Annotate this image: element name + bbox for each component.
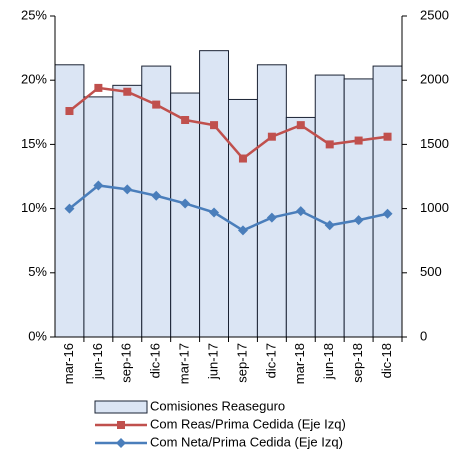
bar [372,65,403,338]
legend-label: Com Neta/Prima Cedida (Eje Izq) [150,434,343,449]
bar [199,50,229,338]
marker [209,207,220,218]
bar [285,116,316,338]
marker [325,140,334,149]
marker [180,198,191,209]
line [68,86,388,161]
y2-tick-label: 500 [420,264,442,279]
y2-tick-label: 1000 [420,200,449,215]
marker [354,136,363,145]
marker [353,215,364,226]
y2-tick-label: 2500 [420,7,449,22]
x-tick-label: jun-18 [321,343,336,380]
x-tick-label: jun-16 [90,343,105,380]
bar [228,98,258,338]
bar [141,65,172,338]
legend-swatch [94,400,148,414]
marker [383,132,392,141]
y-tick-label: 25% [21,7,47,22]
bar [170,92,201,338]
legend-label: Comisiones Reaseguro [150,398,285,413]
marker [296,121,305,130]
marker [122,184,133,195]
marker [65,107,74,116]
marker [116,438,126,448]
marker [94,83,103,92]
marker [237,225,248,236]
bar [256,64,287,338]
bar [343,78,374,338]
x-tick-label: mar-17 [177,343,192,384]
bar [314,74,345,338]
marker [267,132,276,141]
marker [123,87,132,96]
y2-tick-label: 1500 [420,136,449,151]
y2-tick-label: 0 [420,328,427,343]
x-tick-label: sep-18 [350,343,365,383]
marker [324,220,335,231]
marker [238,154,247,163]
x-tick-label: mar-18 [292,343,307,384]
x-tick-label: jun-17 [205,343,220,380]
y-tick-label: 5% [28,264,47,279]
marker [181,116,190,125]
bar [83,96,114,338]
marker [210,121,219,130]
y-tick-label: 0% [28,328,47,343]
x-tick-label: sep-16 [119,343,134,383]
marker [64,203,75,214]
marker [152,100,161,109]
marker [93,180,104,191]
y-tick-label: 20% [21,72,47,87]
x-tick-label: mar-16 [61,343,76,384]
marker [382,208,393,219]
y-tick-label: 15% [21,136,47,151]
x-tick-label: sep-17 [234,343,249,383]
line [68,184,388,232]
legend-label: Com Reas/Prima Cedida (Eje Izq) [150,416,346,431]
marker [266,212,277,223]
x-tick-label: dic-17 [263,343,278,378]
marker [117,421,125,429]
x-tick-label: dic-18 [379,343,394,378]
y2-tick-label: 2000 [420,72,449,87]
bar [112,84,143,338]
x-tick-label: dic-16 [148,343,163,378]
y-tick-label: 10% [21,200,47,215]
marker [151,190,162,201]
marker [295,206,306,217]
